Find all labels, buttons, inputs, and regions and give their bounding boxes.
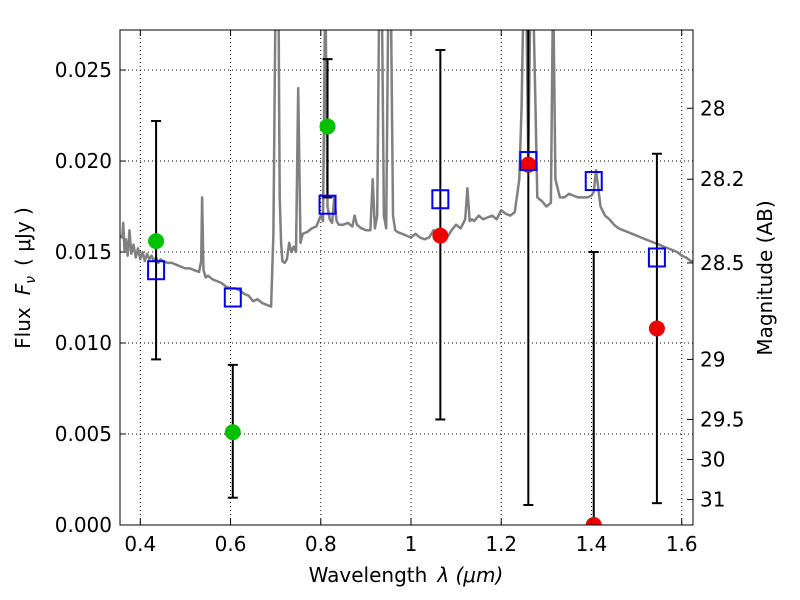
model-square <box>223 287 242 308</box>
right-axis-title: Magnitude (AB) <box>753 200 777 355</box>
x-tick-label: 1.4 <box>576 532 608 556</box>
model-square <box>519 151 538 172</box>
x-axis-label: Wavelength <box>309 563 428 587</box>
x-tick-label: 1 <box>405 532 418 556</box>
y-tick-label: 0.020 <box>55 149 112 173</box>
y-tick-label: 0.015 <box>55 240 112 264</box>
right-tick-label: 28.2 <box>700 167 745 191</box>
photometry-point <box>648 320 665 337</box>
y-axis-unit: ( μJy ) <box>11 207 35 266</box>
y-tick-label: 0.025 <box>55 58 112 82</box>
y-axis-math-sub: ν <box>23 276 39 284</box>
right-tick-label: 28 <box>700 96 725 120</box>
right-tick-label: 30 <box>700 447 725 471</box>
model-square <box>584 171 603 192</box>
photometry-point <box>148 233 165 250</box>
plot-frame <box>119 29 694 526</box>
right-tick-label: 28.5 <box>700 251 745 275</box>
y-tick-label: 0.005 <box>55 422 112 446</box>
y-tick-label: 0.010 <box>55 331 112 355</box>
spectrum-layer <box>120 30 693 308</box>
right-tick-label: 31 <box>700 488 725 512</box>
right-tick-label: 29 <box>700 347 725 371</box>
x-tick-label: 1.2 <box>485 532 517 556</box>
x-tick-label: 0.4 <box>124 532 156 556</box>
y-axis-math: F <box>11 283 35 295</box>
photometry-point <box>224 424 241 441</box>
photometry-point <box>520 156 537 173</box>
x-axis-title: Wavelength λ (μm) <box>309 563 504 587</box>
x-tick-label: 0.6 <box>215 532 247 556</box>
spectrum-line <box>120 30 693 308</box>
x-axis: 0.4 0.6 0.8 1 1.2 1.4 1.6 <box>124 30 698 556</box>
y-axis-title: Flux Fν ( μJy ) <box>11 207 39 349</box>
model-square <box>431 189 450 210</box>
errorbar-layer <box>151 30 662 525</box>
model-square <box>318 194 337 215</box>
photometry-point <box>319 118 336 135</box>
right-tick-label: 29.5 <box>700 407 745 431</box>
grid <box>120 30 693 526</box>
marker-layer <box>147 118 666 525</box>
photometry-point <box>585 517 602 525</box>
x-tick-label: 1.6 <box>666 532 698 556</box>
photometry-point <box>432 227 449 244</box>
model-square <box>647 247 666 268</box>
x-tick-label: 0.8 <box>305 532 337 556</box>
y-axis: 0.000 0.005 0.010 0.015 0.020 0.025 <box>55 58 126 537</box>
right-axis: 28 28.2 28.5 29 29.5 30 31 <box>687 96 745 512</box>
y-axis-label: Flux <box>11 307 35 349</box>
model-square <box>147 260 166 281</box>
y-tick-label: 0.000 <box>55 513 112 537</box>
x-axis-math: λ (μm) <box>436 563 503 587</box>
